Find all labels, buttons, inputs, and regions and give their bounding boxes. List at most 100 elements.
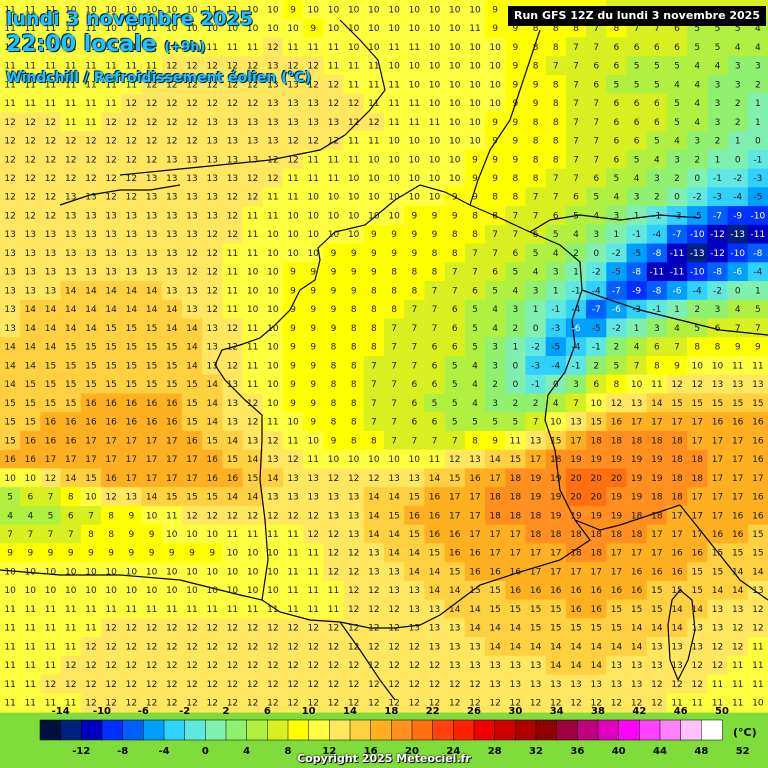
grid-value: 15: [105, 361, 116, 371]
field-cell: [404, 412, 426, 432]
grid-value: 15: [126, 361, 137, 371]
grid-value: 9: [290, 361, 296, 371]
field-cell: [525, 206, 547, 226]
grid-value: 12: [45, 174, 56, 184]
field-cell: [0, 487, 21, 507]
field-cell: [747, 224, 768, 245]
field-cell: [121, 37, 143, 57]
field-cell: [727, 412, 749, 432]
grid-value: 6: [492, 268, 498, 278]
field-cell: [40, 356, 62, 376]
field-cell: [444, 393, 466, 413]
field-cell: [222, 487, 244, 507]
grid-value: 12: [85, 174, 96, 184]
field-cell: [202, 318, 223, 338]
field-cell: [666, 56, 688, 76]
field-cell: [363, 56, 385, 76]
field-cell: [485, 505, 506, 526]
grid-value: -13: [730, 230, 745, 240]
field-cell: [323, 393, 345, 413]
color-legend: -14 -10 -6 -2 2 6 10 14 18 22 26 30 34 38 42 46 50 -12 -8…: [39, 706, 750, 757]
grid-value: 13: [287, 474, 298, 484]
grid-value: 12: [206, 249, 217, 259]
grid-value: -5: [551, 343, 560, 353]
field-cell: [687, 299, 708, 320]
field-cell: [161, 112, 183, 132]
field-cell: [20, 505, 42, 526]
field-cell: [282, 168, 304, 188]
field-cell: [282, 449, 304, 470]
grid-value: 18: [590, 549, 602, 559]
field-cell: [384, 187, 405, 207]
field-cell: [80, 449, 102, 470]
grid-value: 16: [126, 418, 138, 428]
field-cell: [202, 580, 223, 601]
grid-value: 13: [166, 230, 177, 240]
grid-value: 14: [146, 286, 158, 296]
field-cell: [464, 449, 486, 470]
field-cell: [424, 112, 446, 132]
field-cell: [181, 562, 203, 582]
grid-value: 14: [186, 324, 198, 334]
grid-value: -7: [612, 286, 621, 296]
grid-value: 12: [287, 642, 298, 652]
field-cell: [343, 318, 365, 338]
field-cell: [202, 487, 223, 507]
grid-value: 15: [126, 324, 137, 334]
grid-value: 14: [206, 418, 218, 428]
grid-value: -10: [690, 268, 705, 278]
grid-value: 4: [694, 99, 700, 109]
grid-value: 15: [489, 586, 500, 596]
grid-value: 16: [631, 567, 643, 577]
field-cell: [525, 468, 547, 488]
field-cell: [80, 430, 102, 451]
grid-value: 10: [388, 5, 400, 15]
grid-value: 13: [146, 268, 157, 278]
grid-value: 10: [388, 193, 400, 203]
grid-value: 9: [108, 549, 114, 559]
grid-value: 12: [186, 661, 197, 671]
grid-value: 12: [328, 567, 339, 577]
legend-tick-label: -6: [138, 706, 149, 717]
field-cell: [444, 412, 466, 432]
grid-value: 1: [735, 137, 741, 147]
grid-value: 10: [247, 268, 259, 278]
grid-value: 13: [651, 642, 662, 652]
field-cell: [404, 93, 426, 114]
grid-value: 14: [469, 605, 481, 615]
field-cell: [282, 112, 304, 132]
field-cell: [282, 206, 304, 226]
field-cell: [687, 374, 708, 395]
grid-value: 10: [409, 62, 421, 72]
field-cell: [343, 112, 365, 132]
field-cell: [464, 112, 486, 132]
grid-value: 15: [409, 530, 420, 540]
grid-value: -2: [531, 343, 540, 353]
grid-value: 10: [348, 24, 360, 34]
field-cell: [707, 243, 729, 263]
field-cell: [586, 580, 607, 601]
field-cell: [262, 468, 284, 488]
grid-value: 6: [614, 62, 620, 72]
grid-value: 9: [189, 549, 195, 559]
field-cell: [687, 580, 708, 601]
grid-value: 2: [533, 399, 539, 409]
grid-value: 10: [247, 286, 259, 296]
grid-value: 12: [328, 642, 339, 652]
field-cell: [121, 449, 143, 470]
field-cell: [343, 487, 365, 507]
grid-value: 9: [310, 305, 316, 315]
grid-value: 7: [472, 249, 478, 259]
grid-value: 16: [166, 399, 178, 409]
grid-value: -11: [649, 268, 664, 278]
grid-value: 12: [126, 642, 137, 652]
field-cell: [363, 206, 385, 226]
field-cell: [60, 281, 82, 301]
grid-value: 12: [65, 155, 76, 165]
grid-value: 8: [351, 361, 357, 371]
grid-value: 17: [732, 474, 743, 484]
grid-value: 15: [570, 624, 581, 634]
grid-value: 12: [126, 193, 137, 203]
field-cell: [343, 524, 365, 544]
field-cell: [646, 243, 668, 263]
